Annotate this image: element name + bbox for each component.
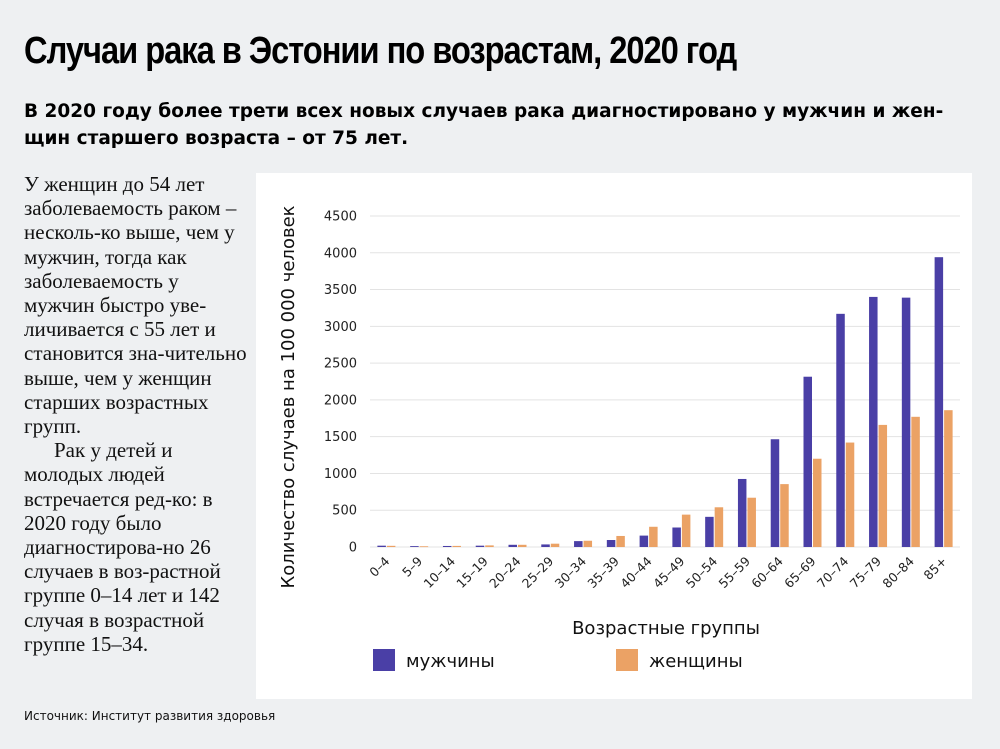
bar-men	[410, 546, 419, 547]
y-tick-label: 3500	[324, 283, 357, 298]
bar-men	[377, 545, 386, 547]
y-tick-label: 2000	[324, 393, 357, 408]
bar-women	[583, 540, 593, 547]
x-tick-label: 20–24	[486, 553, 524, 591]
bar-men	[442, 545, 452, 547]
y-tick-label: 500	[332, 504, 357, 519]
sidebar-paragraph-2: Рак у детей и молодых людей встречается …	[24, 438, 221, 656]
legend-label-men: мужчины	[406, 651, 495, 672]
bar-men	[639, 535, 649, 547]
bar-women	[419, 546, 429, 548]
y-tick-label: 2500	[324, 357, 357, 372]
y-tick-label: 3000	[324, 320, 357, 335]
y-tick-label: 1000	[324, 467, 357, 482]
x-tick-label: 35–39	[584, 553, 622, 591]
x-tick-label: 65–69	[781, 553, 819, 591]
x-tick-label: 15–19	[453, 553, 491, 591]
legend-label-women: женщины	[649, 651, 743, 672]
bar-men	[836, 313, 845, 547]
y-tick-label: 0	[349, 541, 357, 556]
y-axis-title: Количество случаев на 100 000 человек	[278, 205, 299, 588]
chart-subtitle: В 2020 году более трети всех новых случа…	[24, 101, 944, 149]
bar-men	[606, 540, 616, 547]
x-tick-label: 5–9	[399, 553, 425, 579]
bar-men	[475, 545, 485, 547]
legend-swatch-women	[616, 649, 638, 671]
y-tick-label: 4500	[324, 210, 357, 225]
bar-men	[508, 544, 517, 547]
bar-men	[541, 544, 550, 547]
bar-men	[574, 541, 583, 547]
bar-women	[747, 497, 756, 547]
x-tick-label: 0–4	[366, 553, 392, 579]
bar-men	[803, 376, 812, 547]
x-tick-label: 50–54	[683, 553, 721, 591]
bar-women	[518, 544, 527, 547]
sidebar-commentary: У женщин до 54 лет заболеваемость раком …	[24, 172, 249, 656]
legend: мужчины женщины	[373, 649, 743, 672]
x-tick-label: 45–49	[650, 553, 688, 591]
x-tick-label: 40–44	[617, 553, 655, 591]
gridlines	[370, 215, 960, 548]
bar-women	[813, 458, 822, 547]
bar-women	[681, 514, 691, 547]
bar-men	[901, 297, 911, 547]
bar-men	[934, 257, 944, 547]
chart-title: Случаи рака в Эстонии по возрастам, 2020…	[24, 30, 737, 72]
bar-men	[672, 527, 681, 547]
bar-men	[737, 478, 747, 547]
sidebar-paragraph-1: У женщин до 54 лет заболеваемость раком …	[24, 172, 247, 439]
x-tick-label: 60–64	[748, 553, 786, 591]
bar-men	[770, 439, 780, 547]
x-tick-label: 25–29	[519, 553, 557, 591]
bar-women	[878, 424, 888, 547]
bar-women	[485, 545, 494, 547]
y-tick-label: 4000	[324, 246, 357, 261]
bar-women	[845, 442, 855, 547]
x-tick-label: 30–34	[552, 553, 590, 591]
bars	[377, 257, 953, 548]
bar-women	[452, 545, 461, 547]
legend-swatch-men	[373, 649, 395, 671]
bar-women	[616, 535, 625, 547]
bar-women	[550, 543, 560, 547]
x-tick-label: 85+	[920, 554, 949, 583]
x-tick-label: 80–84	[879, 553, 917, 591]
bar-women	[714, 507, 724, 547]
bar-men	[869, 296, 878, 547]
bar-women	[911, 416, 920, 547]
bar-women	[386, 545, 396, 547]
bar-men	[705, 516, 714, 547]
bar-women	[944, 410, 953, 547]
bar-women	[780, 484, 789, 547]
x-axis-title: Возрастные группы	[572, 618, 760, 639]
chart-panel: 0 500 1000 1500 2000 2500 3000 3500 4000 4500 0–4…	[256, 173, 972, 699]
x-tick-label: 75–79	[847, 553, 885, 591]
source-note: Источник: Институт развития здоровья	[24, 709, 276, 723]
y-axis-ticks: 0 500 1000 1500 2000 2500 3000 3500 4000 4500	[324, 210, 357, 556]
x-tick-label: 55–59	[716, 553, 754, 591]
bar-women	[649, 526, 658, 547]
bar-chart: 0 500 1000 1500 2000 2500 3000 3500 4000 4500 0–4…	[278, 205, 960, 672]
y-tick-label: 1500	[324, 430, 357, 445]
x-axis-ticks: 0–4 5–910–1415–1920–2425–2930–3435–3940–4…	[366, 553, 949, 591]
x-tick-label: 10–14	[421, 553, 459, 591]
x-tick-label: 70–74	[814, 553, 852, 591]
